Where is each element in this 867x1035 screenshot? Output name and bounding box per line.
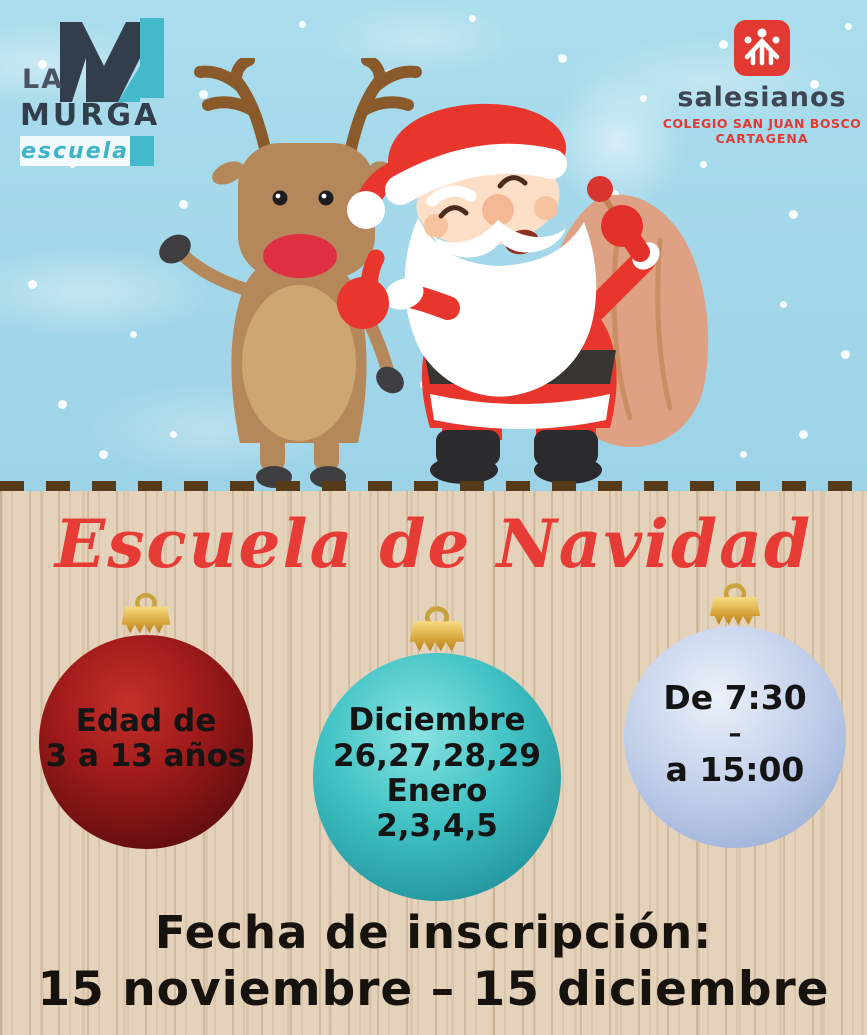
murga-m-mark-icon	[60, 18, 164, 102]
registration-dates: 15 noviembre – 15 diciembre	[37, 962, 830, 1017]
registration-label: Fecha de inscripción:	[154, 906, 713, 959]
ornament-line: Diciembre	[348, 702, 526, 739]
ornament-ball-teal: Diciembre 26,27,28,29 Enero 2,3,4,5	[313, 653, 561, 901]
ornament-cap-icon	[121, 592, 171, 634]
dashed-divider	[0, 481, 867, 492]
page-title: Escuela de Navidad	[54, 505, 813, 583]
ornament-line: Enero	[386, 773, 488, 809]
ornament-line: 3 a 13 años	[45, 738, 247, 774]
ornament-ages: Edad de 3 a 13 años	[39, 592, 253, 849]
logo-escuela-badge: escuela	[20, 136, 154, 166]
ornament-line: 2,3,4,5	[376, 808, 498, 845]
salesianos-logo: salesianos COLEGIO SAN JUAN BOSCO CARTAG…	[662, 20, 862, 146]
ornament-line: 26,27,28,29	[333, 737, 541, 774]
la-murga-logo: LA MURGA escuela	[20, 12, 170, 172]
salesianos-city: CARTAGENA	[715, 131, 809, 146]
reindeer	[159, 58, 422, 488]
snowflakes	[0, 0, 5, 5]
ornament-line: Edad de	[75, 702, 217, 739]
ornament-line: –	[728, 719, 742, 749]
ornament-cap-icon	[409, 606, 465, 652]
salesianos-college: COLEGIO SAN JUAN BOSCO	[662, 116, 862, 131]
ornament-ball-blue: De 7:30 – a 15:00	[624, 626, 846, 848]
registration-footer: Fecha de inscripción: 15 noviembre – 15 …	[0, 905, 867, 1019]
ornament-dates: Diciembre 26,27,28,29 Enero 2,3,4,5	[313, 606, 561, 901]
santa-reindeer-illustration	[159, 58, 709, 488]
ornament-hours: De 7:30 – a 15:00	[624, 583, 846, 848]
santa-claus	[337, 103, 709, 484]
ornament-line: De 7:30	[663, 678, 807, 718]
ornament-ball-red: Edad de 3 a 13 años	[39, 635, 253, 849]
logo-murga-text: MURGA	[20, 98, 161, 133]
ornament-cap-icon	[709, 583, 761, 625]
logo-teal-block	[130, 136, 154, 166]
salesianos-name: salesianos	[677, 82, 847, 113]
logo-escuela-text: escuela	[20, 138, 130, 164]
logo-la-text: LA	[22, 64, 65, 95]
ornament-line: a 15:00	[665, 750, 805, 789]
salesianos-icon	[734, 20, 790, 76]
